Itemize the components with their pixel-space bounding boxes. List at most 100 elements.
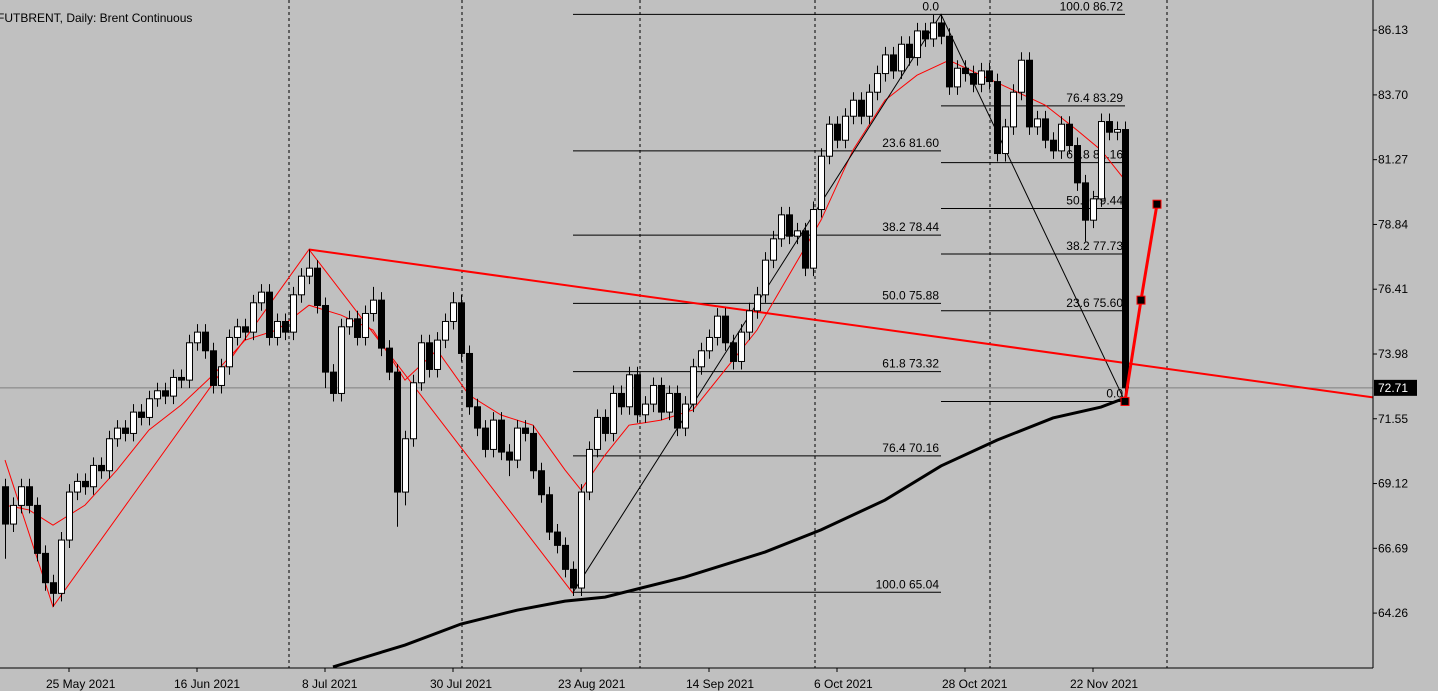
- candle-body: [1050, 139, 1057, 152]
- candle-body: [194, 331, 201, 344]
- candle-body: [370, 299, 377, 314]
- candle-body: [426, 342, 433, 370]
- candle-body: [562, 544, 569, 570]
- candle-body: [450, 302, 457, 322]
- candle-body: [466, 352, 473, 408]
- candle-body: [170, 376, 177, 397]
- candle-body: [666, 392, 673, 413]
- candle-body: [34, 504, 41, 554]
- candle-body: [474, 406, 481, 429]
- candle-body: [834, 123, 841, 141]
- x-tick-label: 16 Jun 2021: [174, 677, 240, 691]
- candle-body: [74, 480, 81, 493]
- candle-body: [338, 326, 345, 394]
- candle-body: [2, 486, 9, 525]
- fib-label: 38.2 77.73: [1066, 239, 1123, 253]
- candle-body: [546, 494, 553, 533]
- candle-body: [746, 310, 753, 333]
- candle-body: [458, 302, 465, 354]
- candle-body: [314, 267, 321, 306]
- candle-body: [586, 448, 593, 493]
- fib-label: 38.2 78.44: [882, 220, 939, 234]
- candle-body: [570, 568, 577, 589]
- candle-body: [482, 427, 489, 450]
- candle-body: [658, 384, 665, 413]
- candle-body: [306, 267, 313, 277]
- candle-body: [682, 403, 689, 429]
- candle-body: [730, 342, 737, 362]
- candle-body: [210, 350, 217, 386]
- candle-body: [66, 491, 73, 541]
- candle-body: [1010, 91, 1017, 128]
- candle-body: [434, 339, 441, 370]
- x-tick-label: 6 Oct 2021: [814, 677, 873, 691]
- candle-body: [690, 366, 697, 405]
- candle-body: [530, 432, 537, 472]
- candle-body: [162, 390, 169, 397]
- candle-body: [914, 30, 921, 59]
- candle-body: [498, 419, 505, 453]
- fib-label: 61.8 73.32: [882, 357, 939, 371]
- candle-body: [626, 374, 633, 408]
- candle-body: [114, 427, 121, 440]
- candle-body: [442, 320, 449, 341]
- projection-point: [1152, 199, 1162, 209]
- x-tick-label: 14 Sep 2021: [686, 677, 754, 691]
- candle-body: [1066, 123, 1073, 147]
- x-tick-label: 28 Oct 2021: [942, 677, 1008, 691]
- candle-body: [1042, 118, 1049, 141]
- candle-body: [794, 230, 801, 237]
- candle-body: [402, 438, 409, 493]
- candle-body: [178, 376, 185, 381]
- candle-body: [674, 392, 681, 429]
- candle-body: [1018, 59, 1025, 93]
- indicator-line: [4, 248, 574, 608]
- indicator-line: [332, 396, 1126, 668]
- candle-body: [386, 347, 393, 373]
- candle-body: [234, 326, 241, 338]
- candle-body: [1098, 121, 1105, 200]
- candle-body: [802, 230, 809, 269]
- indicator-line: [4, 59, 1126, 526]
- candle-body: [554, 531, 561, 546]
- candle-body: [346, 318, 353, 328]
- candle-body: [506, 451, 513, 461]
- y-tick-label: 66.69: [1378, 541, 1408, 555]
- y-tick-label: 64.26: [1378, 606, 1408, 620]
- candle-body: [722, 315, 729, 344]
- candle-body: [754, 294, 761, 312]
- candle-body: [970, 73, 977, 85]
- candle-body: [1090, 198, 1097, 221]
- candle-body: [922, 30, 929, 40]
- indicator-line: [308, 248, 1373, 399]
- candle-body: [594, 416, 601, 450]
- candle-body: [322, 304, 329, 373]
- candle-body: [298, 275, 305, 296]
- candle-body: [242, 326, 249, 333]
- candle-body: [786, 214, 793, 237]
- candle-body: [258, 291, 265, 304]
- candle-body: [1034, 118, 1041, 128]
- candle-body: [1074, 145, 1081, 184]
- x-tick-label: 22 Nov 2021: [1070, 677, 1138, 691]
- candle-body: [290, 294, 297, 333]
- fib-label: 100.0 65.04: [876, 577, 940, 591]
- candle-body: [1114, 129, 1121, 133]
- candle-body: [858, 99, 865, 117]
- candle-body: [1122, 129, 1129, 389]
- fib-label: 50.0 75.88: [882, 288, 939, 302]
- candle-body: [514, 427, 521, 461]
- fib-label: 23.6 81.60: [882, 136, 939, 150]
- candle-body: [266, 291, 273, 338]
- candle-body: [994, 81, 1001, 155]
- candle-body: [410, 382, 417, 440]
- candle-body: [986, 70, 993, 83]
- candle-body: [42, 552, 49, 584]
- y-tick-label: 86.13: [1378, 23, 1408, 37]
- candle-body: [98, 464, 105, 472]
- candle-body: [1002, 126, 1009, 155]
- candle-body: [938, 22, 945, 37]
- price-box: [1374, 379, 1417, 396]
- candle-body: [154, 390, 161, 400]
